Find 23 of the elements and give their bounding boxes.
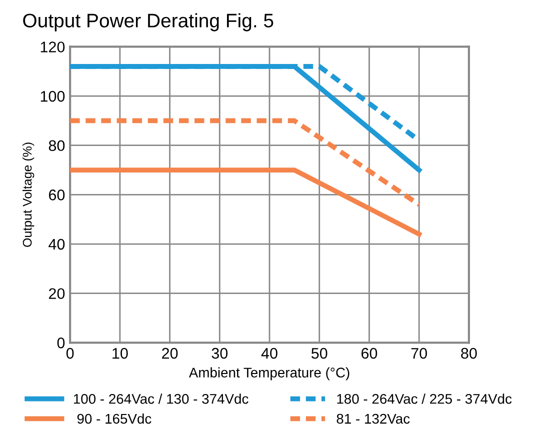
x-tick-label: 40 [261,348,278,359]
y-tick-label: 20 [48,288,65,300]
y-tick-label: 100 [40,90,65,102]
x-tick-label: 0 [66,348,74,359]
y-tick-label: 120 [40,42,65,52]
x-tick-label: 50 [311,348,328,359]
y-tick-label: 60 [48,190,65,200]
y-tick-label: 0 [57,338,65,348]
legend-label: 90 - 165Vdc [77,414,152,424]
y-tick-label: 40 [48,238,65,250]
y-axis-title: Output Voltage (%) [22,142,34,247]
x-tick-label: 80 [461,348,477,359]
x-tick-label: 60 [361,348,378,359]
legend-label: 100 - 264Vac / 130 - 374Vdc [74,394,248,404]
x-tick-label: 20 [162,348,178,359]
legend-label: 81 - 132Vac [336,414,410,424]
x-tick-label: 30 [212,348,228,359]
x-tick-label: 10 [112,348,128,359]
legend-label: 180 - 264Vac / 225 - 374Vdc [337,394,512,404]
chart-title: Output Power Derating Fig. 5 [23,13,274,32]
y-tick-label: 80 [48,140,65,152]
x-axis-title: Ambient Temperature (°C) [188,367,350,380]
x-tick-label: 70 [411,348,427,359]
